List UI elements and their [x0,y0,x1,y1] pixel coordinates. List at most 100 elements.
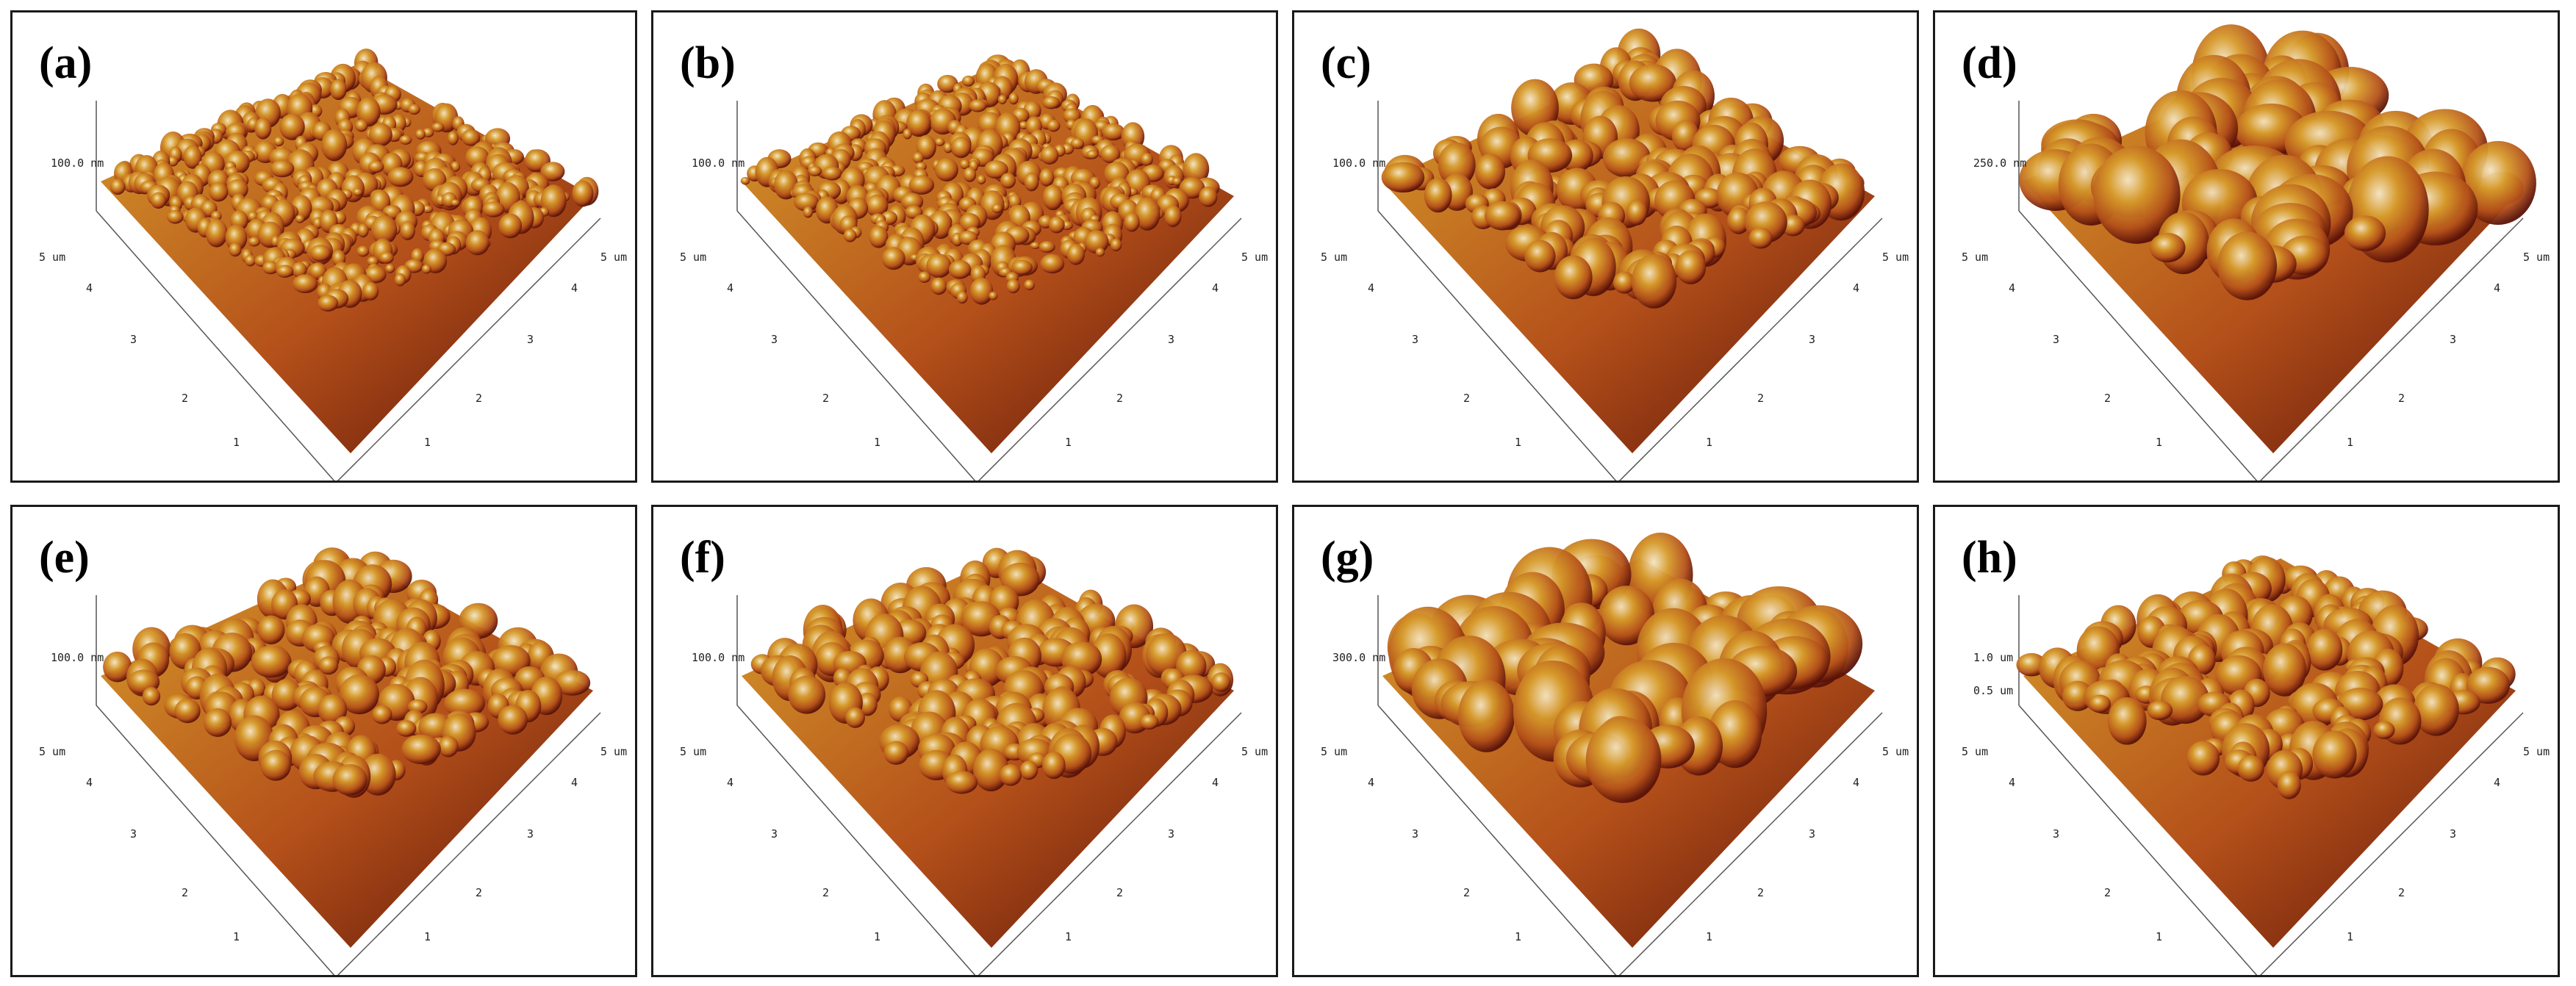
surface-grain [1047,119,1061,132]
y-axis-tick: 3 [130,333,137,346]
surface-grain [1091,633,1127,679]
surface-grain [843,228,857,242]
x-axis-tick: 3 [1809,827,1815,841]
y-axis-max-label: 5 um [1321,251,1347,264]
surface-grain [2413,683,2459,736]
x-axis-max-label: 5 um [2523,251,2550,264]
surface-grain [962,75,975,87]
afm-panel-f: (f) 100.0 nm 5 um 5 um 4 3 2 1 4 3 2 1 [651,505,1278,977]
surface-grain [362,281,379,301]
surface-grain [251,645,292,678]
surface-grain [1726,206,1751,234]
surface-grain [973,748,1009,792]
x-axis-tick: 3 [2450,333,2456,346]
surface-grain [1612,271,1636,294]
surface-grain [881,247,905,270]
afm-panel-b: (b) 100.0 nm 5 um 5 um 4 3 2 1 4 3 2 1 [651,10,1278,483]
surface-grain [903,129,912,140]
surface-grain [1039,168,1055,187]
panel-label: (a) [39,38,93,88]
surface-grain [1006,278,1020,294]
surface-grain [317,694,348,725]
surface-grain [1172,176,1182,186]
surface-grain [803,206,814,218]
surface-grain [318,656,339,675]
surface-grain [408,104,420,115]
y-axis-tick: 3 [771,333,778,346]
surface-grain [977,174,986,184]
surface-grain [1048,216,1065,234]
surface-grain [1101,123,1125,141]
x-axis-tick: 4 [2494,281,2500,295]
surface-grain [204,708,232,737]
y-axis-tick: 4 [727,281,733,295]
x-axis-max-label: 5 um [1241,251,1268,264]
surface-grain [1629,64,1676,102]
x-axis-max-label: 5 um [2523,745,2550,758]
surface-grain [1554,255,1593,300]
axis-frame [2018,595,2524,975]
surface-grain [1024,172,1039,192]
surface-grain [906,109,931,137]
surface-grain [1084,230,1109,254]
surface-grain [183,145,202,169]
x-axis-tick: 3 [1168,827,1174,841]
y-axis-tick: 2 [2104,392,2111,405]
surface-grain [1199,187,1218,207]
surface-grain [270,159,295,178]
afm-panel-e: (e) 100.0 nm 5 um 5 um 4 3 2 1 4 3 2 1 [10,505,637,977]
surface-grain [912,152,925,164]
surface-grain [462,129,481,146]
surface-grain [257,615,285,644]
surface-grain [142,687,161,706]
x-axis-tick: 3 [1168,333,1174,346]
z-scale-label: 1.0 um [1973,651,2013,664]
surface-grain [991,204,1002,214]
surface-grain [1781,215,1805,237]
surface-grain [295,215,305,223]
y-axis-tick: 3 [2053,333,2059,346]
surface-grain [2312,730,2357,779]
surface-grain [415,129,426,140]
x-axis-tick: 1 [1065,436,1072,449]
y-axis-tick: 1 [1515,930,1521,943]
surface-grain [378,251,394,264]
surface-grain [1474,154,1506,190]
surface-grain [465,230,489,256]
x-axis-tick: 2 [1757,886,1764,899]
surface-grain [399,134,412,145]
z-scale-label: 100.0 nm [51,651,104,664]
x-axis-max-label: 5 um [600,251,627,264]
surface-grain [1626,199,1648,226]
surface-grain [431,122,445,132]
x-axis-tick: 1 [424,436,431,449]
surface-grain [174,699,201,724]
z-scale-label-secondary: 0.5 um [1973,684,2013,697]
surface-grain [1095,248,1105,257]
x-axis-tick: 4 [571,281,578,295]
panel-label: (e) [39,533,90,583]
surface-grain [1038,241,1055,253]
surface-grain [1485,201,1521,231]
y-axis-tick: 2 [822,886,829,899]
surface-grain [794,192,819,212]
surface-grain [2459,140,2536,225]
surface-grain [2107,697,2147,745]
surface-grain [1124,212,1140,232]
surface-grain [2306,628,2343,671]
surface-grain [352,188,363,196]
panel-label: (c) [1321,38,1371,88]
surface-grain [2089,694,2112,713]
surface-grain [330,79,347,101]
surface-grain [226,179,248,200]
z-scale-label: 100.0 nm [1332,156,1385,170]
surface-grain [918,271,931,283]
surface-grain [229,242,242,257]
surface-grains [2016,555,2516,799]
panel-label: (h) [1962,533,2017,583]
y-axis-max-label: 5 um [1321,745,1347,758]
y-axis-tick: 4 [86,776,93,789]
surface-grain [2217,231,2278,301]
surface-grain [357,223,369,238]
